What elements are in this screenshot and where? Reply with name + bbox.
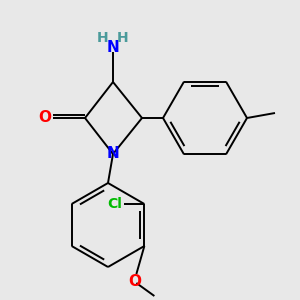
Text: O: O (38, 110, 52, 125)
Text: Cl: Cl (107, 197, 122, 211)
Text: O: O (128, 274, 141, 289)
Text: N: N (106, 146, 119, 161)
Text: H: H (97, 31, 109, 45)
Text: H: H (117, 31, 129, 45)
Text: N: N (106, 40, 119, 56)
